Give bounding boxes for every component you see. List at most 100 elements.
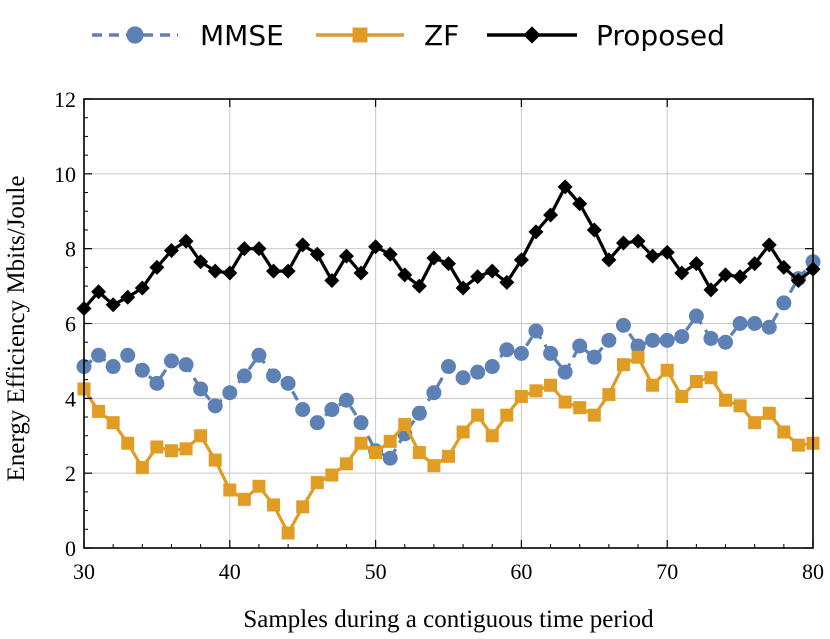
data-point-mmse [309, 415, 325, 431]
data-point-mmse [134, 362, 150, 378]
data-point-zf [150, 440, 164, 454]
data-point-proposed [718, 267, 734, 283]
data-point-zf [704, 371, 718, 385]
data-point-zf [602, 388, 616, 402]
data-point-mmse [761, 319, 777, 335]
data-point-mmse [266, 368, 282, 384]
data-point-zf [646, 378, 660, 392]
data-point-mmse [149, 375, 165, 391]
legend-item-mmse: MMSE [92, 19, 284, 52]
data-point-proposed [368, 239, 384, 255]
data-point-zf [252, 479, 266, 493]
data-point-zf [310, 476, 324, 490]
data-point-proposed [747, 256, 763, 272]
data-point-proposed [761, 237, 777, 253]
y-tick-label: 4 [65, 386, 76, 411]
data-point-mmse [543, 345, 559, 361]
data-point-proposed [776, 259, 792, 275]
data-point-mmse [455, 370, 471, 386]
data-point-mmse [718, 334, 734, 350]
data-point-zf [733, 399, 747, 413]
data-point-mmse [645, 332, 661, 348]
legend: MMSE ZF Proposed [92, 19, 725, 52]
data-point-proposed [659, 244, 675, 260]
ticks: 30 40 50 60 70 80 0 2 4 6 8 10 12 [54, 87, 824, 584]
legend-item-zf: ZF [316, 19, 459, 52]
data-point-proposed [338, 248, 354, 264]
data-point-zf [514, 389, 528, 403]
y-tick-label: 6 [65, 312, 76, 337]
data-point-proposed [630, 233, 646, 249]
data-point-zf [616, 358, 630, 372]
data-point-zf [223, 483, 237, 497]
data-point-mmse [178, 357, 194, 373]
y-tick-label: 2 [65, 461, 76, 486]
data-point-zf [398, 418, 412, 432]
data-point-proposed [455, 280, 471, 296]
data-point-zf [544, 378, 558, 392]
data-point-proposed [601, 252, 617, 268]
data-point-mmse [222, 385, 238, 401]
data-point-proposed [513, 252, 529, 268]
series-mmse [76, 254, 821, 466]
data-point-zf [660, 363, 674, 377]
data-point-zf [135, 461, 149, 475]
data-point-mmse [105, 359, 121, 375]
data-point-mmse [747, 316, 763, 331]
y-tick-label: 12 [54, 87, 76, 112]
data-point-zf [383, 434, 397, 448]
data-point-mmse [630, 338, 646, 354]
data-point-zf [689, 374, 703, 388]
data-point-mmse [163, 353, 179, 369]
data-point-mmse [572, 338, 588, 354]
data-point-mmse [470, 364, 486, 380]
data-point-mmse [280, 375, 296, 391]
data-point-proposed [732, 269, 748, 285]
data-point-mmse [513, 345, 529, 361]
data-point-mmse [120, 347, 136, 363]
x-tick-label: 30 [73, 559, 95, 584]
data-point-proposed [528, 224, 544, 240]
data-point-mmse [426, 385, 442, 401]
y-tick-label: 10 [54, 162, 76, 187]
data-point-zf [106, 416, 120, 430]
data-point-zf [719, 393, 733, 407]
x-tick-label: 60 [510, 559, 532, 584]
data-point-mmse [528, 323, 544, 339]
data-point-zf [748, 416, 762, 430]
legend-marker-mmse [126, 26, 144, 44]
data-point-zf [121, 436, 135, 450]
data-point-mmse [776, 295, 792, 311]
series-zf [77, 350, 820, 540]
data-point-mmse [732, 316, 748, 331]
data-point-proposed [91, 284, 107, 300]
data-point-proposed [674, 265, 690, 281]
legend-label-mmse: MMSE [200, 19, 284, 52]
data-point-zf [675, 389, 689, 403]
series-proposed [76, 179, 821, 317]
data-point-zf [296, 500, 310, 514]
data-point-proposed [280, 263, 296, 279]
data-point-proposed [557, 179, 573, 195]
data-point-zf [500, 408, 514, 422]
data-point-zf [369, 446, 383, 460]
series-layer [76, 179, 821, 540]
data-point-zf [237, 492, 251, 506]
data-point-zf [558, 395, 572, 409]
y-tick-label: 8 [65, 237, 76, 262]
data-point-proposed [484, 263, 500, 279]
grid [84, 99, 813, 548]
data-point-proposed [309, 246, 325, 262]
data-point-mmse [441, 359, 456, 375]
data-point-proposed [382, 246, 398, 262]
series-line-proposed [82, 185, 814, 310]
data-point-proposed [426, 250, 442, 266]
data-point-proposed [411, 278, 427, 294]
data-point-mmse [659, 332, 675, 348]
data-point-proposed [251, 241, 267, 257]
data-point-mmse [295, 402, 311, 418]
data-point-proposed [105, 297, 121, 313]
data-point-zf [471, 408, 485, 422]
data-point-zf [631, 350, 645, 364]
data-point-zf [92, 404, 106, 418]
